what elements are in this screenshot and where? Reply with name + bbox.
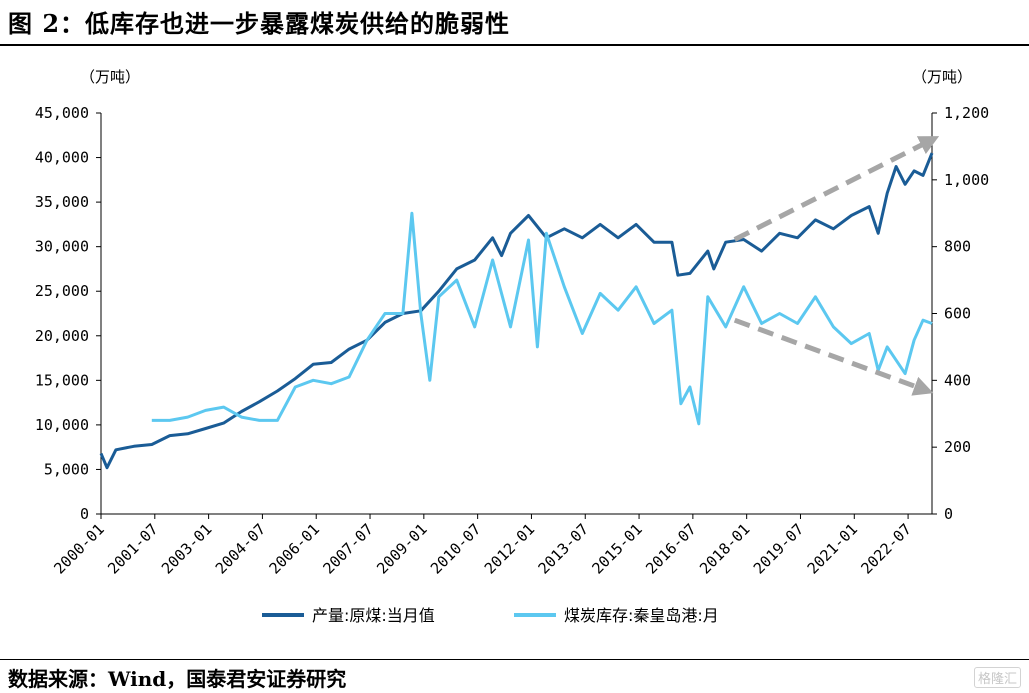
x-tick-label: 2004-07 [212, 520, 269, 577]
right-axis-unit: （万吨） [912, 68, 972, 86]
left-tick-label: 45,000 [35, 104, 89, 122]
x-tick-label: 2016-07 [642, 520, 699, 577]
right-tick-label: 1,000 [944, 171, 989, 189]
legend-label-production: 产量:原煤:当月值 [312, 606, 435, 625]
trend-arrow-up [733, 136, 940, 242]
x-tick-label: 2007-07 [319, 520, 376, 577]
right-tick-label: 200 [944, 438, 971, 456]
x-tick-label: 2018-01 [696, 520, 753, 577]
title-rule [0, 44, 1029, 46]
right-tick-label: 800 [944, 238, 971, 256]
footer-rule [0, 659, 1029, 660]
right-tick-label: 600 [944, 305, 971, 323]
left-tick-label: 10,000 [35, 416, 89, 434]
x-tick-label: 2015-01 [588, 520, 645, 577]
x-tick-label: 2010-07 [427, 520, 484, 577]
axes: 0 5,000 10,000 15,000 20,000 25,000 30,000 35,0… [35, 104, 989, 578]
right-tick-label: 400 [944, 371, 971, 389]
x-tick-label: 2022-07 [857, 520, 914, 577]
right-tick-label: 0 [944, 505, 953, 523]
source-note: 数据来源：Wind，国泰君安证券研究 [8, 667, 347, 691]
x-tick-label: 2000-01 [50, 520, 107, 577]
watermark-logo: 格隆汇 [973, 667, 1021, 688]
x-tick-label: 2019-07 [750, 520, 807, 577]
left-tick-label: 25,000 [35, 282, 89, 300]
trend-arrows [733, 136, 940, 396]
left-tick-label: 30,000 [35, 238, 89, 256]
x-tick-label: 2003-01 [158, 520, 215, 577]
x-tick-label: 2006-01 [266, 520, 323, 577]
x-tick-label: 2001-07 [104, 520, 161, 577]
x-tick-label: 2012-01 [481, 520, 538, 577]
x-tick-label: 2013-07 [535, 520, 592, 577]
left-tick-label: 35,000 [35, 193, 89, 211]
left-tick-label: 0 [80, 505, 89, 523]
x-tick-label: 2021-01 [804, 520, 861, 577]
figure-title: 图 2：低库存也进一步暴露煤炭供给的脆弱性 [8, 9, 511, 38]
x-tick-label: 2009-01 [373, 520, 430, 577]
legend: 产量:原煤:当月值 煤炭库存:秦皇岛港:月 [262, 606, 719, 625]
left-tick-label: 15,000 [35, 371, 89, 389]
left-tick-label: 20,000 [35, 327, 89, 345]
legend-label-inventory: 煤炭库存:秦皇岛港:月 [564, 606, 719, 625]
left-axis-unit: （万吨） [80, 68, 140, 86]
right-tick-label: 1,200 [944, 104, 989, 122]
left-tick-label: 5,000 [44, 460, 89, 478]
series-line-inventory [151, 211, 933, 426]
trend-arrow-down [733, 317, 934, 396]
left-tick-label: 40,000 [35, 149, 89, 167]
series-layer [99, 152, 934, 470]
